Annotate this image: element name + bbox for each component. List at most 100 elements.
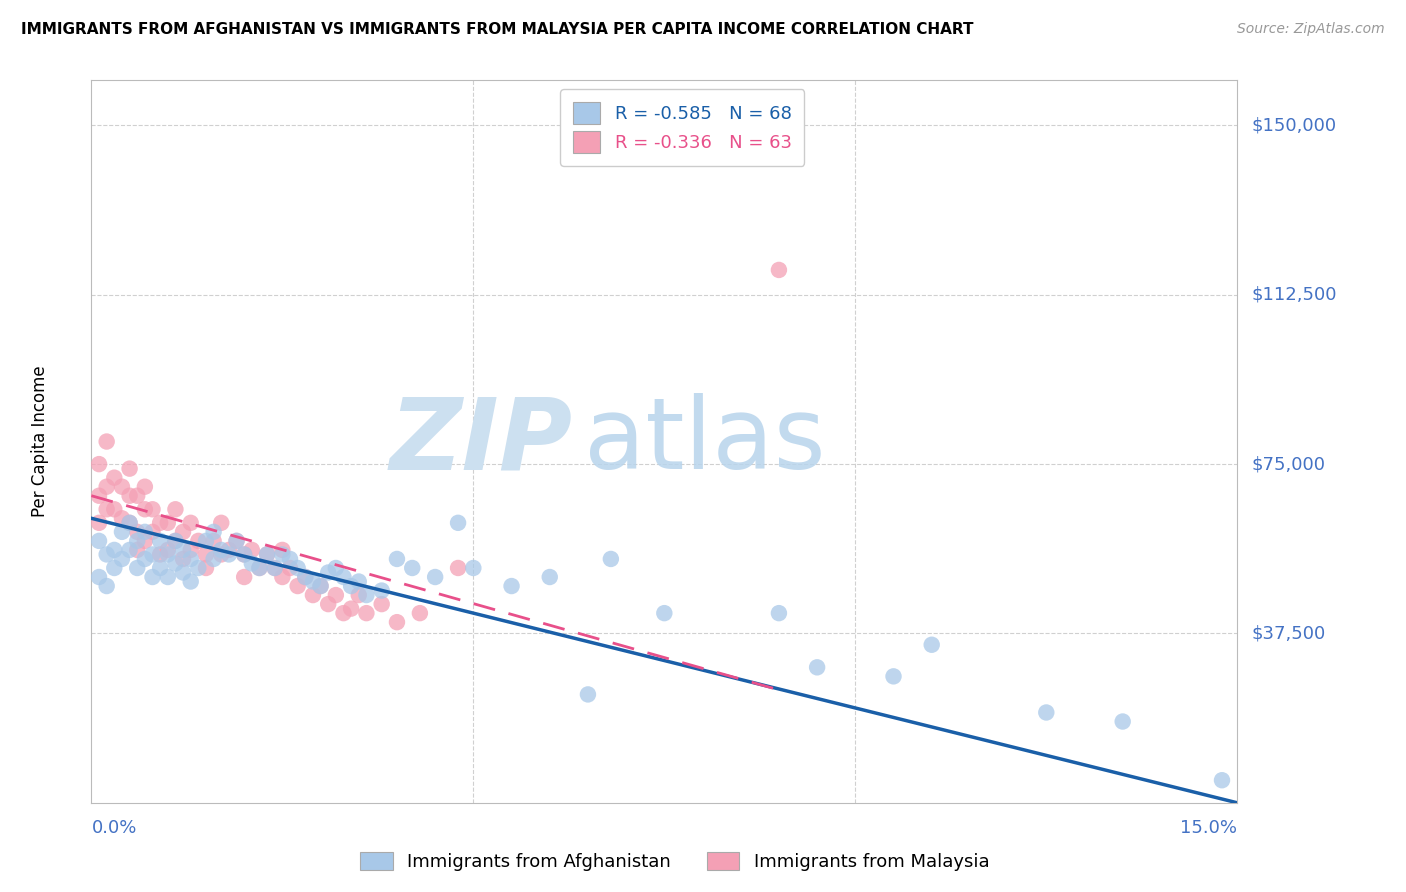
Point [172,542,194,557]
Point [385,552,408,566]
Point [165,533,187,548]
Point [356,606,378,620]
Point [111,552,134,566]
Point [134,533,156,548]
Point [209,548,232,562]
Point [294,570,316,584]
Point [233,548,256,562]
Point [87,457,110,471]
Point [385,615,408,630]
Point [302,588,325,602]
Point [325,561,347,575]
Point [325,588,347,602]
Point [249,561,271,575]
Point [118,489,141,503]
Point [103,542,125,557]
Point [127,542,149,557]
Point [165,557,187,571]
Point [96,502,118,516]
Point [149,516,172,530]
Legend: R = -0.585   N = 68, R = -0.336   N = 63: R = -0.585 N = 68, R = -0.336 N = 63 [561,89,804,166]
Point [118,516,141,530]
Point [202,524,225,539]
Point [538,570,561,584]
Point [127,524,149,539]
Point [1035,706,1057,720]
Point [225,533,247,548]
Point [463,561,485,575]
Point [141,502,163,516]
Text: IMMIGRANTS FROM AFGHANISTAN VS IMMIGRANTS FROM MALAYSIA PER CAPITA INCOME CORREL: IMMIGRANTS FROM AFGHANISTAN VS IMMIGRANT… [21,22,973,37]
Text: ZIP: ZIP [389,393,572,490]
Point [209,542,232,557]
Point [271,542,294,557]
Point [347,574,370,589]
Point [806,660,828,674]
Text: $112,500: $112,500 [1251,285,1337,304]
Point [256,548,278,562]
Point [156,542,179,557]
Text: Source: ZipAtlas.com: Source: ZipAtlas.com [1237,22,1385,37]
Point [180,552,202,566]
Point [87,570,110,584]
Point [127,533,149,548]
Point [340,579,363,593]
Point [263,561,285,575]
Point [149,561,172,575]
Point [1211,773,1233,788]
Point [340,601,363,615]
Text: Per Capita Income: Per Capita Income [31,366,49,517]
Point [409,606,432,620]
Point [118,542,141,557]
Point [87,489,110,503]
Point [316,597,339,611]
Point [356,588,378,602]
Point [309,579,332,593]
Point [233,570,256,584]
Point [576,687,599,701]
Point [180,574,202,589]
Point [149,533,172,548]
Text: 0.0%: 0.0% [91,820,136,838]
Point [225,533,247,548]
Point [165,502,187,516]
Point [96,480,118,494]
Point [87,516,110,530]
Text: $75,000: $75,000 [1251,455,1326,473]
Point [233,548,256,562]
Point [118,516,141,530]
Point [240,542,263,557]
Point [127,489,149,503]
Point [172,524,194,539]
Point [103,502,125,516]
Point [172,552,194,566]
Point [111,524,134,539]
Text: atlas: atlas [583,393,825,490]
Point [134,552,156,566]
Point [141,548,163,562]
Point [370,583,392,598]
Point [134,524,156,539]
Point [180,542,202,557]
Point [332,606,354,620]
Point [768,606,790,620]
Point [103,561,125,575]
Point [370,597,392,611]
Point [209,516,232,530]
Point [111,511,134,525]
Point [218,542,240,557]
Point [768,263,790,277]
Point [165,533,187,548]
Point [278,552,301,566]
Point [111,480,134,494]
Point [194,533,217,548]
Point [271,570,294,584]
Point [202,533,225,548]
Point [249,561,271,575]
Point [447,561,470,575]
Point [149,548,172,562]
Point [134,480,156,494]
Point [187,561,209,575]
Point [447,516,470,530]
Point [316,566,339,580]
